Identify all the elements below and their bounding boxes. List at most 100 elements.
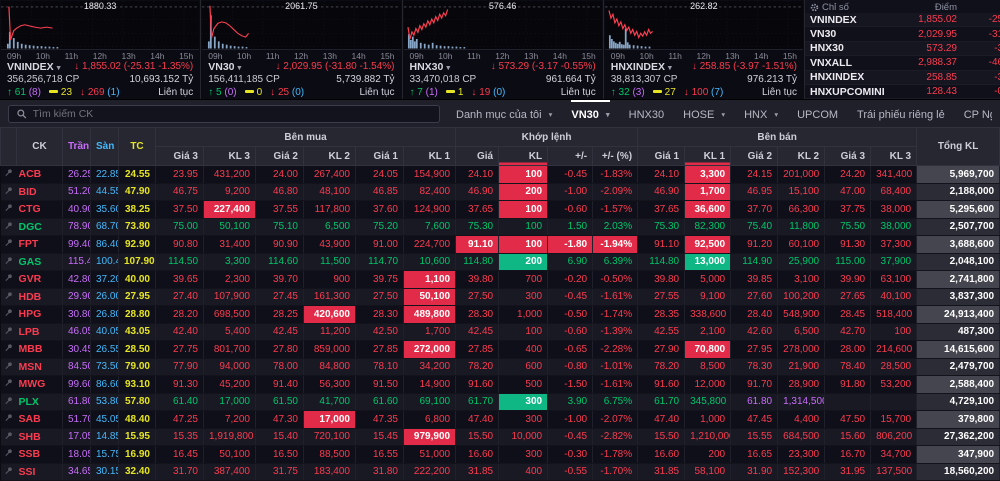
match-change[interactable]: -1.80: [547, 235, 594, 254]
bid-price-2[interactable]: 75.10: [255, 218, 304, 236]
bid-vol-2[interactable]: 117,800: [303, 200, 356, 219]
bid-vol-1[interactable]: 6,800: [403, 410, 457, 429]
ceiling-price[interactable]: 99.40: [62, 235, 91, 254]
ref-price[interactable]: 28.50: [118, 340, 156, 359]
bid-vol-3[interactable]: 45,200: [203, 375, 256, 394]
ask-price-3[interactable]: 37.75: [824, 200, 872, 219]
bid-price-2[interactable]: 114.60: [255, 253, 304, 271]
match-change[interactable]: -1.50: [547, 375, 594, 394]
ask-price-3[interactable]: 91.30: [824, 235, 872, 254]
bid-vol-2[interactable]: 900: [303, 270, 356, 289]
pin-icon[interactable]: [4, 343, 13, 352]
ticker-cell[interactable]: SAB: [16, 410, 63, 429]
ask-vol-3[interactable]: 37,300: [870, 235, 918, 254]
match-change[interactable]: 3.90: [547, 393, 594, 411]
total-volume[interactable]: 2,507,700: [916, 218, 1000, 236]
bid-vol-3[interactable]: 698,500: [203, 305, 256, 324]
match-change[interactable]: -0.50: [547, 305, 594, 324]
ref-price[interactable]: 93.10: [118, 375, 156, 394]
pin-icon[interactable]: [4, 431, 13, 440]
ask-price-3[interactable]: 27.65: [824, 288, 872, 306]
pin-icon[interactable]: [4, 466, 13, 475]
ask-vol-3[interactable]: 15,700: [870, 410, 918, 429]
bid-price-1[interactable]: 28.30: [355, 305, 404, 324]
match-vol[interactable]: 700: [498, 270, 549, 289]
ask-vol-3[interactable]: [870, 393, 918, 411]
bid-vol-1[interactable]: 1,700: [403, 323, 457, 341]
bid-price-1[interactable]: 39.75: [355, 270, 404, 289]
tab-upcom[interactable]: UPCOM: [797, 108, 839, 121]
pin-icon[interactable]: [4, 221, 13, 230]
ticker-cell[interactable]: PLX: [16, 393, 63, 411]
match-change-pct[interactable]: -1.83%: [592, 165, 639, 184]
ask-price-1[interactable]: 42.55: [637, 323, 686, 341]
bid-price-2[interactable]: 61.50: [255, 393, 304, 411]
match-price[interactable]: 91.60: [455, 375, 500, 394]
ticker-cell[interactable]: HDB: [16, 288, 63, 306]
ticker-cell[interactable]: FPT: [16, 235, 63, 254]
bid-vol-1[interactable]: 50,100: [403, 288, 457, 306]
bid-price-3[interactable]: 46.75: [155, 183, 204, 201]
match-price[interactable]: 78.20: [455, 358, 500, 376]
ask-vol-2[interactable]: 11,800: [777, 218, 826, 236]
floor-price[interactable]: 86.40: [90, 235, 119, 254]
floor-price[interactable]: 26.80: [90, 305, 119, 324]
ask-vol-2[interactable]: 100,200: [777, 288, 826, 306]
ticker-cell[interactable]: HPG: [16, 305, 63, 324]
match-vol[interactable]: 200: [498, 183, 549, 201]
bid-vol-3[interactable]: 17,000: [203, 393, 256, 411]
total-volume[interactable]: 487,300: [916, 323, 1000, 341]
ask-vol-1[interactable]: 1,700: [684, 183, 732, 201]
ticker-cell[interactable]: LPB: [16, 323, 63, 341]
bid-price-2[interactable]: 27.45: [255, 288, 304, 306]
match-change[interactable]: -0.80: [547, 358, 594, 376]
ask-price-3[interactable]: 15.60: [824, 428, 872, 446]
bid-vol-2[interactable]: 43,900: [303, 235, 356, 254]
ticker-cell[interactable]: MBB: [16, 340, 63, 359]
ask-price-2[interactable]: 75.40: [730, 218, 779, 236]
ask-price-1[interactable]: 27.55: [637, 288, 686, 306]
tab-trái-phiếu-riêng-lẻ[interactable]: Trái phiếu riêng lẻ: [857, 108, 945, 121]
ask-vol-2[interactable]: 21,900: [777, 358, 826, 376]
ref-price[interactable]: 57.80: [118, 393, 156, 411]
match-vol[interactable]: 300: [498, 410, 549, 429]
ask-price-3[interactable]: 28.45: [824, 305, 872, 324]
floor-price[interactable]: 37.20: [90, 270, 119, 289]
ask-vol-1[interactable]: 200: [684, 445, 732, 464]
total-volume[interactable]: 24,913,400: [916, 305, 1000, 324]
bid-vol-3[interactable]: 431,200: [203, 165, 256, 184]
total-volume[interactable]: 2,188,000: [916, 183, 1000, 201]
bid-price-3[interactable]: 75.00: [155, 218, 204, 236]
ask-price-1[interactable]: 78.20: [637, 358, 686, 376]
ask-price-2[interactable]: 42.60: [730, 323, 779, 341]
ask-price-1[interactable]: 46.90: [637, 183, 686, 201]
pin-icon[interactable]: [4, 413, 13, 422]
ref-price[interactable]: 40.00: [118, 270, 156, 289]
index-name-dropdown[interactable]: HNXINDEX ▾: [610, 60, 672, 73]
ref-price[interactable]: 27.95: [118, 288, 156, 306]
ask-price-2[interactable]: 37.70: [730, 200, 779, 219]
ticker-cell[interactable]: GVR: [16, 270, 63, 289]
ticker-cell[interactable]: MWG: [16, 375, 63, 394]
ask-vol-1[interactable]: 345,800: [684, 393, 732, 411]
ceiling-price[interactable]: 30.80: [62, 305, 91, 324]
bid-vol-3[interactable]: 50,100: [203, 218, 256, 236]
ask-price-1[interactable]: 37.65: [637, 200, 686, 219]
ceiling-price[interactable]: 40.90: [62, 200, 91, 219]
ask-vol-1[interactable]: 338,600: [684, 305, 732, 324]
bid-vol-1[interactable]: 7,600: [403, 218, 457, 236]
ask-price-3[interactable]: 39.90: [824, 270, 872, 289]
ask-price-3[interactable]: 24.20: [824, 165, 872, 184]
match-change-pct[interactable]: 6.39%: [592, 253, 639, 271]
bid-price-1[interactable]: 16.55: [355, 445, 404, 464]
ask-vol-2[interactable]: 28,900: [777, 375, 826, 394]
ticker-cell[interactable]: GAS: [16, 253, 63, 271]
bid-vol-3[interactable]: 94,000: [203, 358, 256, 376]
floor-price[interactable]: 44.55: [90, 183, 119, 201]
ask-vol-1[interactable]: 58,100: [684, 463, 732, 481]
match-price[interactable]: 91.10: [455, 235, 500, 254]
index-name-dropdown[interactable]: VN30 ▾: [208, 60, 242, 73]
total-volume[interactable]: 347,900: [916, 445, 1000, 464]
pin-icon[interactable]: [4, 361, 13, 370]
pin-icon[interactable]: [4, 168, 13, 177]
